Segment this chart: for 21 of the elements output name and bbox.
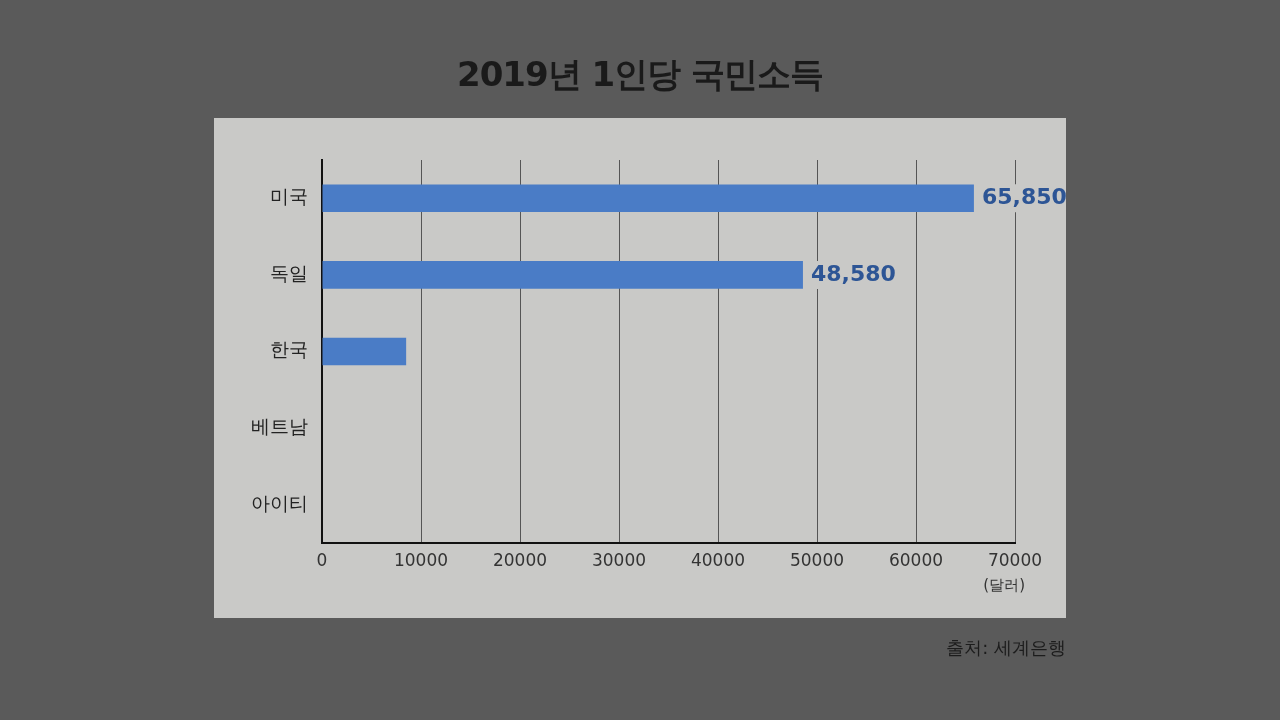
chart-title: 2019년 1인당 국민소득 [456,53,824,96]
x-axis-title: (달러) [983,576,1025,595]
y-tick-label: 베트남 [251,415,308,438]
x-tick-label: 20000 [492,549,548,570]
x-tick-label: 0 [316,549,328,570]
bar [322,184,974,213]
x-tick-label: 70000 [987,549,1043,570]
y-tick-label: 미국 [270,185,308,208]
data-label: 65,850 [981,184,1067,210]
source-note: 출처: 세계은행 [946,636,1066,660]
x-tick-label: 40000 [690,549,746,570]
data-label: 48,580 [810,260,896,286]
bar [322,337,407,366]
bar [322,261,803,289]
x-tick-label: 60000 [888,549,944,570]
x-tick-label: 30000 [591,549,647,570]
y-tick-label: 독일 [270,261,308,284]
y-tick-label: 아이티 [251,491,308,514]
x-tick-label: 50000 [789,549,845,570]
y-tick-label: 한국 [270,338,308,361]
x-tick-label: 10000 [393,549,449,570]
